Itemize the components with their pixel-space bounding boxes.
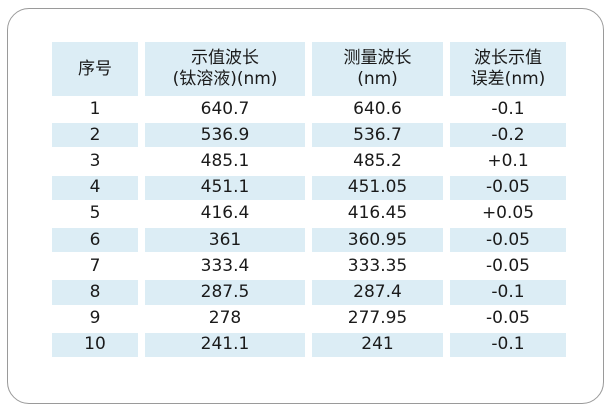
header-text: 测量波长 xyxy=(343,48,412,68)
table-cell: 277.95 xyxy=(312,307,443,331)
table-cell: 1 xyxy=(52,97,138,121)
table-cell: 360.95 xyxy=(312,228,443,253)
cell-text: -0.1 xyxy=(491,98,525,119)
cell-text: 333.35 xyxy=(347,255,408,276)
cell-text: 361 xyxy=(208,229,242,250)
table-cell: 278 xyxy=(145,307,305,331)
table-cell: -0.05 xyxy=(450,175,566,200)
table-cell: 640.6 xyxy=(312,97,443,121)
cell-text: 451.1 xyxy=(200,177,250,198)
cell-text: 536.7 xyxy=(353,124,402,145)
cell-text: 9 xyxy=(89,308,101,329)
table-cell: -0.1 xyxy=(450,97,566,121)
cell-text: 287.5 xyxy=(200,281,250,302)
cell-text: 416.4 xyxy=(200,203,250,224)
cell-text: -0.05 xyxy=(486,255,530,276)
cell-text: 640.7 xyxy=(200,98,250,119)
table-cell: -0.05 xyxy=(450,228,566,253)
table-cell: 6 xyxy=(52,228,138,253)
header-cell: 示值波长 (钛溶液)(nm) xyxy=(145,42,305,96)
table-cell: 8 xyxy=(52,280,138,305)
table-cell: 10 xyxy=(52,332,138,357)
table-cell: 287.4 xyxy=(312,280,443,305)
table-cell: 485.2 xyxy=(312,149,443,173)
cell-text: 1 xyxy=(89,98,101,119)
table-cell: 451.05 xyxy=(312,175,443,200)
header-cell: 波长示值 误差(nm) xyxy=(450,42,566,96)
table-cell: -0.2 xyxy=(450,123,566,148)
cell-text: 485.2 xyxy=(353,150,402,171)
table-cell: 241.1 xyxy=(145,332,305,357)
cell-text: 7 xyxy=(89,255,101,276)
table-cell: 640.7 xyxy=(145,97,305,121)
cell-text: 278 xyxy=(208,308,242,329)
table-cell: 9 xyxy=(52,307,138,331)
cell-text: +0.05 xyxy=(481,203,535,224)
table-cell: -0.1 xyxy=(450,280,566,305)
table-cell: 451.1 xyxy=(145,175,305,200)
cell-text: 4 xyxy=(89,177,101,198)
cell-text: 6 xyxy=(89,229,101,250)
cell-text: -0.2 xyxy=(491,124,525,145)
cell-text: 10 xyxy=(84,334,106,355)
cell-text: 485.1 xyxy=(200,150,250,171)
cell-text: 5 xyxy=(89,203,101,224)
cell-text: 277.95 xyxy=(347,308,408,329)
cell-text: -0.05 xyxy=(486,177,530,198)
table-cell: 4 xyxy=(52,175,138,200)
cell-text: +0.1 xyxy=(487,150,529,171)
cell-text: 3 xyxy=(89,150,101,171)
table-cell: 416.4 xyxy=(145,202,305,226)
table-frame xyxy=(7,8,604,404)
cell-text: -0.1 xyxy=(491,334,525,355)
table-cell: -0.05 xyxy=(450,307,566,331)
cell-text: 287.4 xyxy=(353,281,402,302)
cell-text: 360.95 xyxy=(347,229,408,250)
cell-text: 536.9 xyxy=(200,124,250,145)
cell-text: 333.4 xyxy=(200,255,250,276)
table-cell: 333.4 xyxy=(145,254,305,278)
cell-text: 416.45 xyxy=(347,203,408,224)
header-text: 波长示值 xyxy=(474,48,542,68)
cell-text: 640.6 xyxy=(353,98,402,119)
header-cell: 测量波长 (nm) xyxy=(312,42,443,96)
table-cell: 7 xyxy=(52,254,138,278)
table-cell: 333.35 xyxy=(312,254,443,278)
table-cell: 536.9 xyxy=(145,123,305,148)
header-text: 误差(nm) xyxy=(470,69,546,89)
cell-text: 241 xyxy=(361,334,394,355)
table-cell: 361 xyxy=(145,228,305,253)
cell-text: -0.05 xyxy=(486,308,530,329)
table-cell: 485.1 xyxy=(145,149,305,173)
cell-text: 2 xyxy=(89,124,101,145)
table-cell: -0.05 xyxy=(450,254,566,278)
table-cell: +0.05 xyxy=(450,202,566,226)
table-cell: +0.1 xyxy=(450,149,566,173)
header-text: 示值波长 xyxy=(191,48,259,68)
header-text: (nm) xyxy=(357,69,398,89)
cell-text: -0.1 xyxy=(491,281,525,302)
header-text: 序号 xyxy=(78,58,112,79)
table-cell: -0.1 xyxy=(450,332,566,357)
cell-text: 241.1 xyxy=(200,334,250,355)
cell-text: 451.05 xyxy=(347,177,408,198)
table-cell: 287.5 xyxy=(145,280,305,305)
table-cell: 536.7 xyxy=(312,123,443,148)
table-cell: 5 xyxy=(52,202,138,226)
table-cell: 416.45 xyxy=(312,202,443,226)
cell-text: -0.05 xyxy=(486,229,530,250)
cell-text: 8 xyxy=(89,281,101,302)
table-cell: 2 xyxy=(52,123,138,148)
table-cell: 241 xyxy=(312,332,443,357)
header-cell: 序号 xyxy=(52,42,138,96)
header-text: (钛溶液)(nm) xyxy=(172,69,278,89)
table-cell: 3 xyxy=(52,149,138,173)
